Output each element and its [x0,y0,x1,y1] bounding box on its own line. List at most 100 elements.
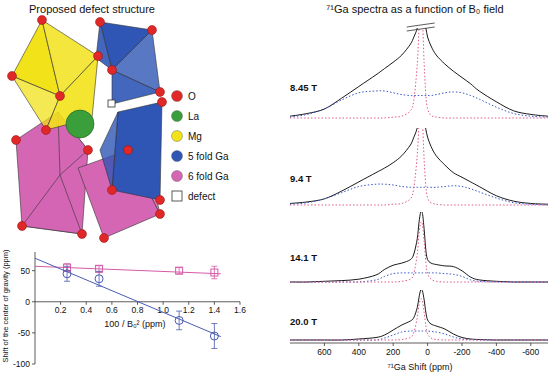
polyhedron-face [100,112,118,190]
o-atom [94,52,103,61]
x-tick-label: -400 [488,347,505,357]
spectrum-line [290,28,548,118]
x-tick-label: 0.4 [80,305,92,315]
o-atom [12,136,21,145]
legend-label: defect [188,191,215,202]
spectrum-line [290,91,548,117]
y-tick-label: -50 [18,328,31,338]
legend-label: O [188,91,196,102]
o-atom [156,196,165,205]
spectrum-line [290,184,548,205]
axis-break [407,23,435,31]
diagram-title: Proposed defect structure [29,3,155,15]
panel-label: 9.4 T [290,173,312,184]
polyhedron-face [96,22,112,70]
polyhedra [8,16,167,243]
y-tick-label: 50 [21,266,31,276]
o-atom [42,126,51,135]
x-tick-label: 200 [386,347,400,357]
x-tick-label: -200 [453,347,470,357]
x-tick [324,343,325,346]
o-atom [108,66,117,75]
polyhedron-face [22,175,82,234]
la-atom [66,110,94,138]
error-bar [64,266,70,281]
x-tick-label: 0 [425,347,430,357]
x-tick-label: 400 [352,347,366,357]
error-bar [176,268,182,274]
x-tick [393,343,394,346]
scatter-chart: -100-500500.20.40.60.81.01.21.41.6100 / … [1,249,246,369]
x-tick [358,343,359,346]
o-atom [96,18,105,27]
data-point [176,267,183,274]
error-bar [211,266,217,278]
polyhedron-face [112,70,160,104]
legend-label: 6 fold Ga [188,171,229,182]
spectra-chart: ⁷¹Ga spectra as a function of B₀ field 8.… [290,1,548,372]
o-atom [84,146,93,155]
legend-swatch [172,111,183,122]
x-tick-label: 1.2 [183,305,195,315]
legend-label: La [188,111,200,122]
spectrum-line [290,128,548,204]
x-tick-label: -600 [522,347,539,357]
spectrum-line [290,331,548,340]
figure: Proposed defect structure O La Mg 5 fold Ga 6… [0,0,550,376]
chart-title: ⁷¹Ga spectra as a function of B₀ field [326,3,503,15]
o-atom [156,88,165,97]
x-tick-label: 0.8 [132,305,144,315]
x-axis-title: 100 / B₀² (ppm) [104,319,165,329]
legend-swatch [172,131,183,142]
data-point [95,275,103,283]
o-atom [108,186,117,195]
legend-swatch [172,191,182,201]
spectrum-panel [290,212,548,282]
x-tick-label: 600 [317,347,331,357]
legend-swatch [172,91,183,102]
o-atom [18,222,27,231]
x-tick-label: 1.6 [234,305,246,315]
fit-line [35,258,221,336]
panel-label: 20.0 T [290,316,317,327]
y-axis [35,252,36,364]
legend-label: Mg [188,131,202,142]
o-atom [56,92,65,101]
y-tick [32,270,35,271]
spectrum-panel [290,28,548,118]
legend-swatch [172,171,183,182]
y-tick-label: 0 [25,297,30,307]
x-tick [462,343,463,346]
x-tick-label: 0.6 [106,305,118,315]
o-atom [124,146,133,155]
x-axis-title: ⁷¹Ga Shift (ppm) [388,362,453,372]
y-tick [32,332,35,333]
x-tick-label: 1.4 [208,305,220,315]
o-atom [8,72,17,81]
spectrum-line [290,299,548,340]
spectrum-panel [290,128,548,205]
x-tick [496,343,497,346]
spectrum-line [290,28,548,116]
legend-label: 5 fold Ga [188,151,229,162]
y-axis-title: Shift of the center of gravity (ppm) [1,249,10,362]
x-axis [290,343,548,344]
spectrum-panel [290,290,548,340]
o-atom [148,26,157,35]
panel-label: 8.45 T [290,82,317,93]
plot-area [35,258,221,348]
o-atom [38,16,47,25]
x-tick-label: 0.2 [55,305,67,315]
x-tick [427,343,428,346]
y-tick [32,301,35,302]
o-atom [100,234,109,243]
o-atom [158,98,167,107]
legend-swatch [172,151,183,162]
polyhedron-face [112,102,162,200]
defect-site [108,100,115,107]
o-atom [78,230,87,239]
y-tick [32,364,35,365]
spectrum-line [290,128,548,205]
x-tick-label: 1.0 [157,305,169,315]
panel-label: 14.1 T [290,252,317,263]
